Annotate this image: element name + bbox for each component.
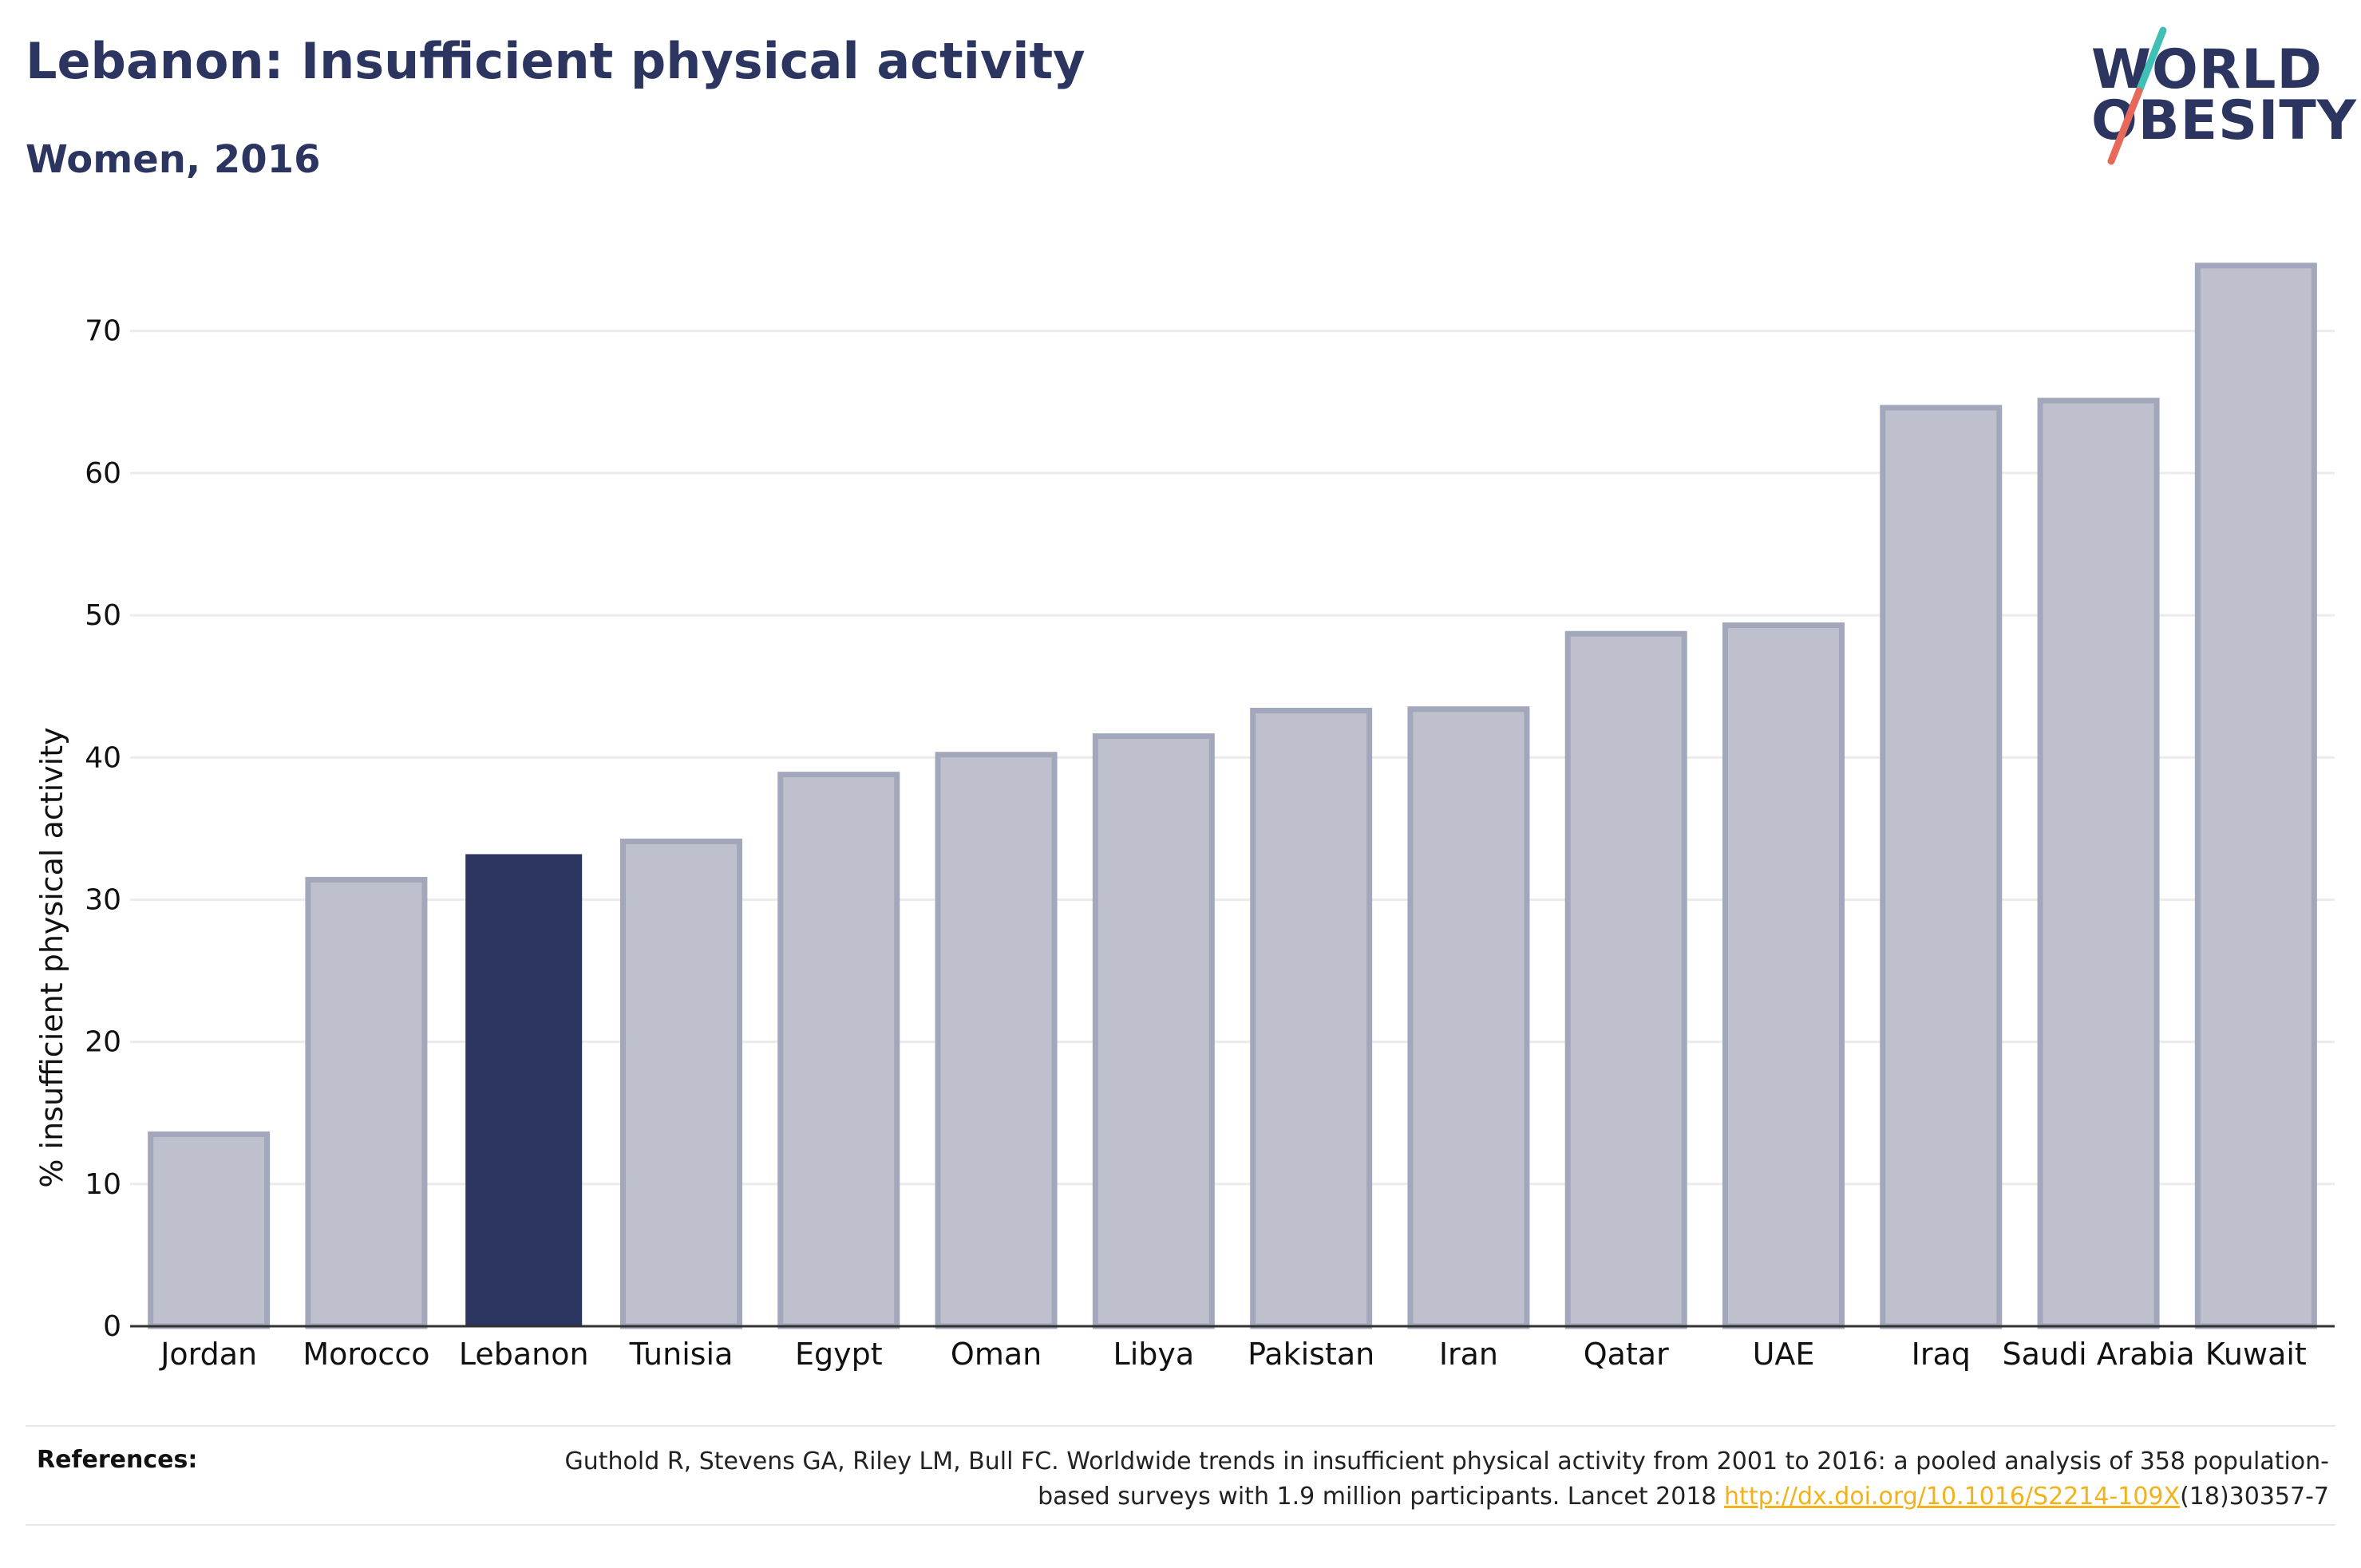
bars [148, 263, 2317, 1329]
logo-line-1: WORLD [2091, 38, 2323, 101]
references-label: References: [37, 1446, 198, 1474]
bar-egypt [777, 772, 900, 1329]
y-tick-label: 20 [85, 1026, 121, 1059]
bar-oman [935, 752, 1058, 1329]
bar-pakistan [1250, 707, 1373, 1329]
y-axis-title: % insufficient physical activity [34, 727, 69, 1187]
bar-tunisia [620, 838, 742, 1329]
y-tick-label: 50 [85, 599, 121, 632]
bar-qatar [1564, 630, 1687, 1329]
bar-kuwait [2194, 263, 2317, 1329]
x-tick-label: UAE [1753, 1337, 1815, 1372]
bar-lebanon [465, 854, 583, 1326]
x-tick-label: Kuwait [2205, 1337, 2307, 1372]
bar-morocco [305, 877, 428, 1329]
page-title: Lebanon: Insufficient physical activity [26, 32, 1086, 90]
references-text: Guthold R, Stevens GA, Riley LM, Bull FC… [493, 1444, 2329, 1515]
axes: 0 10 20 30 40 50 60 70 Jordan Morocco Lebanon Tunis… [85, 315, 2335, 1372]
x-tick-label: Saudi Arabia [2003, 1337, 2195, 1372]
world-obesity-logo: WORLD OBESITY [2075, 24, 2356, 168]
x-tick-label: Jordan [159, 1337, 257, 1372]
x-tick-label: Libya [1113, 1337, 1195, 1372]
y-tick-label: 30 [85, 883, 121, 916]
x-tick-label: Lebanon [459, 1337, 589, 1372]
x-tick-label: Tunisia [629, 1337, 734, 1372]
bar-libya [1092, 733, 1215, 1329]
references-divider-top [26, 1425, 2335, 1427]
logo-slash-icon [2107, 26, 2167, 165]
bar-chart: 0 10 20 30 40 50 60 70 Jordan Morocco Lebanon Tunis… [34, 263, 2335, 1372]
x-tick-label: Egypt [795, 1337, 883, 1372]
bar-iraq [1880, 405, 2003, 1329]
x-tick-label: Morocco [303, 1337, 429, 1372]
references-citation-suffix: (18)30357-7 [2180, 1483, 2329, 1511]
page-subtitle: Women, 2016 [26, 137, 321, 182]
bar-saudi-arabia [2037, 397, 2160, 1329]
bar-uae [1722, 622, 1845, 1329]
y-tick-label: 70 [85, 315, 121, 348]
x-tick-label: Iraq [1912, 1337, 1971, 1372]
x-tick-label: Oman [951, 1337, 1042, 1372]
references-citation: Guthold R, Stevens GA, Riley LM, Bull FC… [564, 1448, 2329, 1511]
y-tick-label: 0 [103, 1310, 121, 1343]
grid-lines [130, 330, 2335, 1186]
references-doi-link[interactable]: http://dx.doi.org/10.1016/S2214-109X [1724, 1483, 2181, 1511]
bar-iran [1407, 706, 1530, 1329]
x-tick-label: Iran [1439, 1337, 1498, 1372]
x-tick-label: Pakistan [1248, 1337, 1374, 1372]
y-tick-label: 60 [85, 457, 121, 490]
y-tick-label: 10 [85, 1168, 121, 1201]
references-divider-bottom [26, 1524, 2335, 1526]
bar-jordan [148, 1131, 271, 1329]
y-tick-label: 40 [85, 741, 121, 774]
x-tick-label: Qatar [1584, 1337, 1669, 1372]
